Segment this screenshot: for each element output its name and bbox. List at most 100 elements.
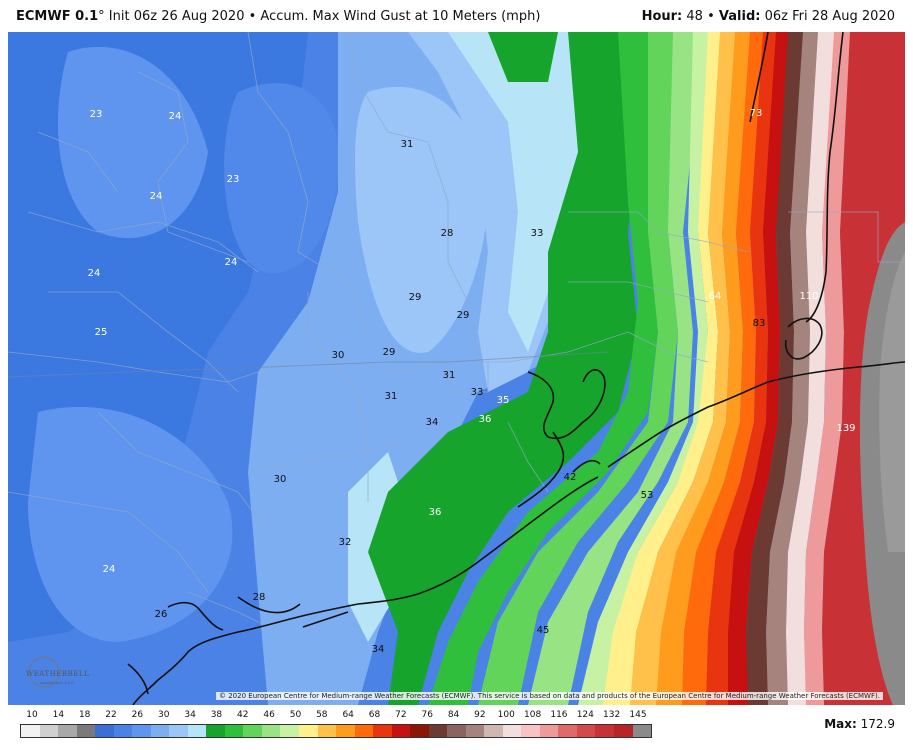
gust-value-label: 28 [253,592,266,603]
gust-value-label: 30 [332,350,345,361]
highway-line [8,351,609,378]
legend-color-swatch [187,725,207,737]
color-legend: 10 14 18 22 26 30 34 38 42 46 50 58 64 68 72 76 84 92 100 1… [20,708,660,740]
gust-band-42 [428,32,668,705]
gust-band-100 [766,32,828,705]
gust-value-label: 42 [564,472,577,483]
legend-color-swatch [428,725,448,737]
legend-color-swatch [539,725,559,737]
legend-tick-label: 42 [237,710,249,720]
legend-color-swatch [95,725,114,737]
gust-value-label: 110 [799,291,818,302]
legend-color-swatch [632,725,652,737]
gust-band-92 [746,32,813,705]
gust-value-label: 45 [537,625,550,636]
gust-value-label: 24 [225,257,238,268]
gust-value-label: 31 [401,139,414,150]
max-value: Max: 172.9 [824,717,895,731]
legend-colorbar [20,724,652,738]
gust-band-84 [728,32,800,705]
title-bullet: • [248,9,257,24]
gust-value-label: 23 [227,174,240,185]
legend-tick-label: 22 [105,710,117,720]
legend-color-swatch [484,725,503,737]
gust-band-58 [603,32,733,705]
gust-value-label: 30 [274,474,287,485]
legend-color-swatch [336,725,355,737]
gust-value-label: 36 [429,507,442,518]
init-time: Init 06z 26 Aug 2020 [108,9,245,24]
legend-color-swatch [261,725,281,737]
gust-value-label: 36 [479,414,492,425]
gust-band-24 [224,83,340,274]
degree-symbol: ° [98,9,105,24]
legend-color-swatch [595,725,614,737]
gust-band-30-core [355,86,488,353]
max-label: Max: [824,717,857,731]
logo-text: WEATHERBELL [26,670,89,678]
legend-color-swatch [243,725,262,737]
legend-color-swatch [150,725,170,737]
logo-globe-icon [28,656,60,688]
legend-tick-label: 84 [447,710,460,720]
legend-tick-label: 92 [474,710,486,720]
gust-band-108 [786,32,843,705]
legend-tick-label: 38 [210,710,223,720]
legend-tick-label: 34 [184,710,196,720]
legend-color-swatch [502,725,522,737]
legend-tick-label: 58 [316,710,328,720]
valid-time: Hour: 48 • Valid: 06z Fri 28 Aug 2020 [642,9,895,24]
gust-value-label: 33 [471,387,484,398]
gust-value-label: 25 [95,327,108,338]
gust-value-label: 24 [103,564,116,575]
legend-tick-label: 26 [131,710,144,720]
legend-tick-label: 10 [26,710,38,720]
copyright-notice: © 2020 European Centre for Medium-range … [216,692,883,700]
gust-value-label: 29 [383,347,396,358]
map-canvas: 23 24 23 24 24 24 25 31 28 33 29 29 30 29 31 31 33 35 36 34… [8,32,905,705]
gust-value-label: 139 [836,423,855,434]
legend-color-swatch [113,725,133,737]
legend-tick-label: 108 [524,710,542,720]
valid-value: 06z Fri 28 Aug 2020 [764,9,895,24]
gust-band-68 [656,32,763,705]
legend-tick-label: 132 [603,710,621,720]
gust-band-76 [706,32,788,705]
legend-color-swatch [373,725,392,737]
legend-color-swatch [576,725,596,737]
gust-value-label: 34 [426,417,439,428]
gust-value-labels: 23 24 23 24 24 24 25 31 28 33 29 29 30 29 31 31 33 35 36 34… [88,108,856,655]
header: ECMWF 0.1° Init 06z 26 Aug 2020 • Accum.… [0,0,913,32]
gust-value-label: 26 [155,609,168,620]
gust-value-label: 29 [457,310,470,321]
legend-color-swatch [558,725,577,737]
legend-color-swatch [465,725,485,737]
legend-tick-label: 30 [158,710,170,720]
legend-color-swatch [76,725,96,737]
legend-color-swatch [39,725,59,737]
gust-value-label: 28 [441,228,454,239]
logo-subtext: Analytics LLC [39,680,75,685]
legend-tick-label: 50 [289,710,302,720]
legend-color-swatch [298,725,318,737]
gust-value-label: 23 [90,109,103,120]
weatherbell-logo: WEATHERBELL Analytics LLC [26,656,89,688]
map-title: ECMWF 0.1° Init 06z 26 Aug 2020 • Accum.… [16,9,540,24]
legend-tick-label: 100 [497,710,515,720]
legend-color-swatch [354,725,374,737]
legend-color-swatch [391,725,411,737]
legend-color-swatch [169,725,188,737]
legend-color-swatch [614,725,633,737]
gust-value-label: 24 [150,191,163,202]
legend-tick-label: 72 [395,710,407,720]
legend-color-swatch [21,725,40,737]
max-number: 172.9 [860,717,895,731]
hour-label: Hour: [641,9,683,24]
legend-tick-label: 64 [342,710,354,720]
gust-value-label: 73 [750,108,763,119]
legend-tick-label: 14 [52,710,65,720]
legend-tick-label: 124 [576,710,594,720]
gust-value-label: 31 [385,391,398,402]
legend-tick-label: 68 [368,710,381,720]
legend-color-swatch [521,725,540,737]
